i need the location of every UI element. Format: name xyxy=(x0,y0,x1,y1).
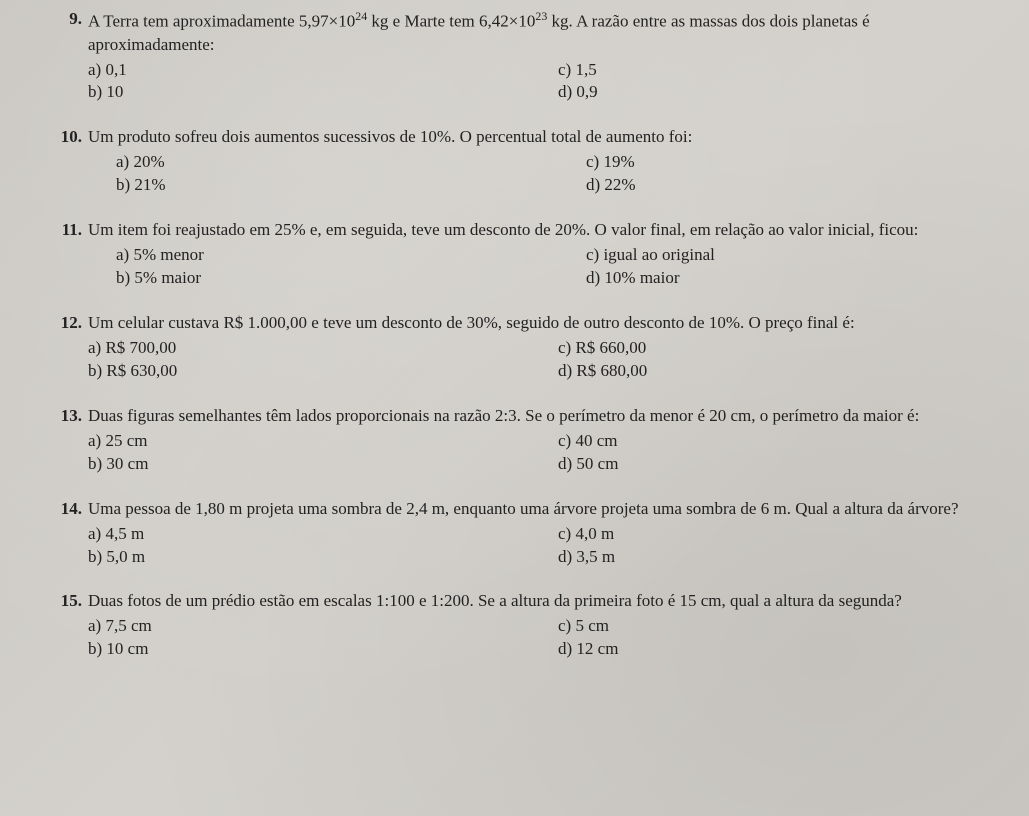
option-d: d) 10% maior xyxy=(586,267,989,290)
options-right-col: c) 4,0 m d) 3,5 m xyxy=(558,523,989,569)
question-stem: Um item foi reajustado em 25% e, em segu… xyxy=(88,219,989,242)
question-stem: Um produto sofreu dois aumentos sucessiv… xyxy=(88,126,989,149)
option-a: a) 25 cm xyxy=(88,430,558,453)
question-stem: Uma pessoa de 1,80 m projeta uma sombra … xyxy=(88,498,989,521)
option-b: b) 30 cm xyxy=(88,453,558,476)
options-right-col: c) 19% d) 22% xyxy=(586,151,989,197)
question-11: 11. Um item foi reajustado em 25% e, em … xyxy=(88,219,989,290)
question-13: 13. Duas figuras semelhantes têm lados p… xyxy=(88,405,989,476)
options-right-col: c) R$ 660,00 d) R$ 680,00 xyxy=(558,337,989,383)
question-stem: A Terra tem aproximadamente 5,97×1024 kg… xyxy=(88,8,989,57)
question-stem: Um celular custava R$ 1.000,00 e teve um… xyxy=(88,312,989,335)
option-d: d) R$ 680,00 xyxy=(558,360,989,383)
option-a: a) 5% menor xyxy=(116,244,586,267)
question-options: a) 4,5 m b) 5,0 m c) 4,0 m d) 3,5 m xyxy=(88,523,989,569)
option-b: b) 10 xyxy=(88,81,558,104)
option-a: a) 7,5 cm xyxy=(88,615,558,638)
question-9: 9. A Terra tem aproximadamente 5,97×1024… xyxy=(88,8,989,104)
question-number: 13. xyxy=(54,405,82,428)
options-left-col: a) 7,5 cm b) 10 cm xyxy=(88,615,558,661)
options-left-col: a) 25 cm b) 30 cm xyxy=(88,430,558,476)
option-b: b) 5% maior xyxy=(116,267,586,290)
question-options: a) 0,1 b) 10 c) 1,5 d) 0,9 xyxy=(88,59,989,105)
option-d: d) 0,9 xyxy=(558,81,989,104)
option-c: c) 5 cm xyxy=(558,615,989,638)
option-d: d) 12 cm xyxy=(558,638,989,661)
question-number: 15. xyxy=(54,590,82,613)
option-b: b) 10 cm xyxy=(88,638,558,661)
question-stem: Duas fotos de um prédio estão em escalas… xyxy=(88,590,989,613)
option-d: d) 22% xyxy=(586,174,989,197)
question-number: 11. xyxy=(54,219,82,242)
question-10: 10. Um produto sofreu dois aumentos suce… xyxy=(88,126,989,197)
question-15: 15. Duas fotos de um prédio estão em esc… xyxy=(88,590,989,661)
option-c: c) 1,5 xyxy=(558,59,989,82)
option-c: c) igual ao original xyxy=(586,244,989,267)
option-c: c) 4,0 m xyxy=(558,523,989,546)
question-14: 14. Uma pessoa de 1,80 m projeta uma som… xyxy=(88,498,989,569)
options-left-col: a) R$ 700,00 b) R$ 630,00 xyxy=(88,337,558,383)
question-options: a) 25 cm b) 30 cm c) 40 cm d) 50 cm xyxy=(88,430,989,476)
options-left-col: a) 0,1 b) 10 xyxy=(88,59,558,105)
options-right-col: c) 40 cm d) 50 cm xyxy=(558,430,989,476)
option-a: a) 4,5 m xyxy=(88,523,558,546)
options-right-col: c) 1,5 d) 0,9 xyxy=(558,59,989,105)
options-right-col: c) igual ao original d) 10% maior xyxy=(586,244,989,290)
options-left-col: a) 20% b) 21% xyxy=(116,151,586,197)
option-b: b) R$ 630,00 xyxy=(88,360,558,383)
question-options: a) 5% menor b) 5% maior c) igual ao orig… xyxy=(88,244,989,290)
options-right-col: c) 5 cm d) 12 cm xyxy=(558,615,989,661)
option-d: d) 3,5 m xyxy=(558,546,989,569)
question-options: a) R$ 700,00 b) R$ 630,00 c) R$ 660,00 d… xyxy=(88,337,989,383)
option-b: b) 5,0 m xyxy=(88,546,558,569)
option-d: d) 50 cm xyxy=(558,453,989,476)
option-c: c) 19% xyxy=(586,151,989,174)
option-a: a) 0,1 xyxy=(88,59,558,82)
option-c: c) R$ 660,00 xyxy=(558,337,989,360)
question-number: 12. xyxy=(54,312,82,335)
question-number: 10. xyxy=(54,126,82,149)
option-a: a) 20% xyxy=(116,151,586,174)
option-b: b) 21% xyxy=(116,174,586,197)
question-options: a) 20% b) 21% c) 19% d) 22% xyxy=(88,151,989,197)
question-number: 9. xyxy=(54,8,82,31)
options-left-col: a) 5% menor b) 5% maior xyxy=(116,244,586,290)
question-number: 14. xyxy=(54,498,82,521)
question-12: 12. Um celular custava R$ 1.000,00 e tev… xyxy=(88,312,989,383)
option-a: a) R$ 700,00 xyxy=(88,337,558,360)
option-c: c) 40 cm xyxy=(558,430,989,453)
options-left-col: a) 4,5 m b) 5,0 m xyxy=(88,523,558,569)
question-stem: Duas figuras semelhantes têm lados propo… xyxy=(88,405,989,428)
question-options: a) 7,5 cm b) 10 cm c) 5 cm d) 12 cm xyxy=(88,615,989,661)
